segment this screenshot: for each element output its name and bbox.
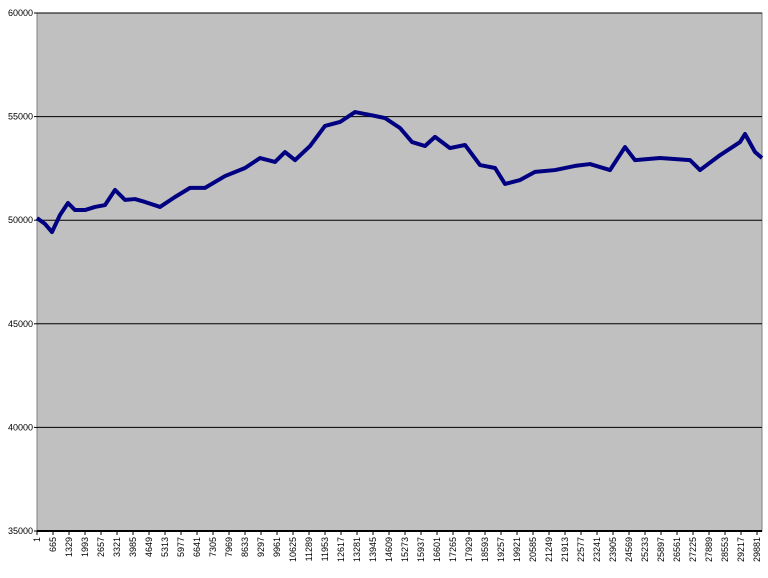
x-tick-label: 9961 xyxy=(272,537,282,557)
x-tick-label: 19921 xyxy=(512,537,522,562)
y-tick-label: 45000 xyxy=(8,319,33,329)
x-tick-label: 1329 xyxy=(64,537,74,557)
x-tick-label: 13281 xyxy=(352,537,362,562)
data-line xyxy=(35,110,764,235)
x-tick-label: 20585 xyxy=(528,537,538,562)
x-tick-label: 8633 xyxy=(240,537,250,557)
x-tick-label: 24569 xyxy=(624,537,634,562)
x-tick-label: 13945 xyxy=(368,537,378,562)
x-tick-label: 15937 xyxy=(416,537,426,562)
plot-area xyxy=(36,12,763,532)
x-tick-label: 1 xyxy=(32,537,42,542)
x-tick-label: 5977 xyxy=(176,537,186,557)
x-tick-label: 23241 xyxy=(592,537,602,562)
x-tick-label: 17265 xyxy=(448,537,458,562)
x-tick-label: 28553 xyxy=(720,537,730,562)
x-tick-label: 26561 xyxy=(672,537,682,562)
x-tick-label: 27889 xyxy=(704,537,714,562)
x-tick-label: 17929 xyxy=(464,537,474,562)
x-tick-label: 4649 xyxy=(144,537,154,557)
x-tick-label: 3985 xyxy=(128,537,138,557)
x-tick-label: 12617 xyxy=(336,537,346,562)
x-tick-label: 2657 xyxy=(96,537,106,557)
x-tick-label: 25233 xyxy=(640,537,650,562)
y-tick-label: 55000 xyxy=(8,112,33,122)
x-tick-label: 18593 xyxy=(480,537,490,562)
x-tick-label: 25897 xyxy=(656,537,666,562)
x-tick-label: 19257 xyxy=(496,537,506,562)
y-tick-label: 50000 xyxy=(8,215,33,225)
x-tick-label: 7305 xyxy=(208,537,218,557)
x-tick-label: 27225 xyxy=(688,537,698,562)
x-tick-label: 15273 xyxy=(400,537,410,562)
x-tick-label: 1993 xyxy=(80,537,90,557)
y-tick-label: 60000 xyxy=(8,8,33,18)
x-tick-label: 11289 xyxy=(304,537,314,561)
x-tick-label: 6641 xyxy=(192,537,202,557)
y-tick-label: 35000 xyxy=(8,526,33,536)
x-tick-label: 22577 xyxy=(576,537,586,562)
x-tick-label: 29217 xyxy=(736,537,746,562)
x-tick-label: 10625 xyxy=(288,537,298,562)
x-tick-label: 21249 xyxy=(544,537,554,562)
x-tick-label: 23905 xyxy=(608,537,618,562)
x-tick-label: 9297 xyxy=(256,537,266,557)
x-tick-label: 16601 xyxy=(432,537,442,562)
x-tick-label: 3321 xyxy=(112,537,122,557)
y-tick-label: 40000 xyxy=(8,422,33,432)
x-tick-label: 14609 xyxy=(384,537,394,562)
x-tick-label: 5313 xyxy=(160,537,170,557)
x-tick-label: 21913 xyxy=(560,537,570,562)
x-tick-label: 7969 xyxy=(224,537,234,557)
x-tick-label: 11953 xyxy=(320,537,330,561)
x-tick-label: 29881 xyxy=(752,537,762,562)
x-tick-label: 665 xyxy=(48,537,58,552)
